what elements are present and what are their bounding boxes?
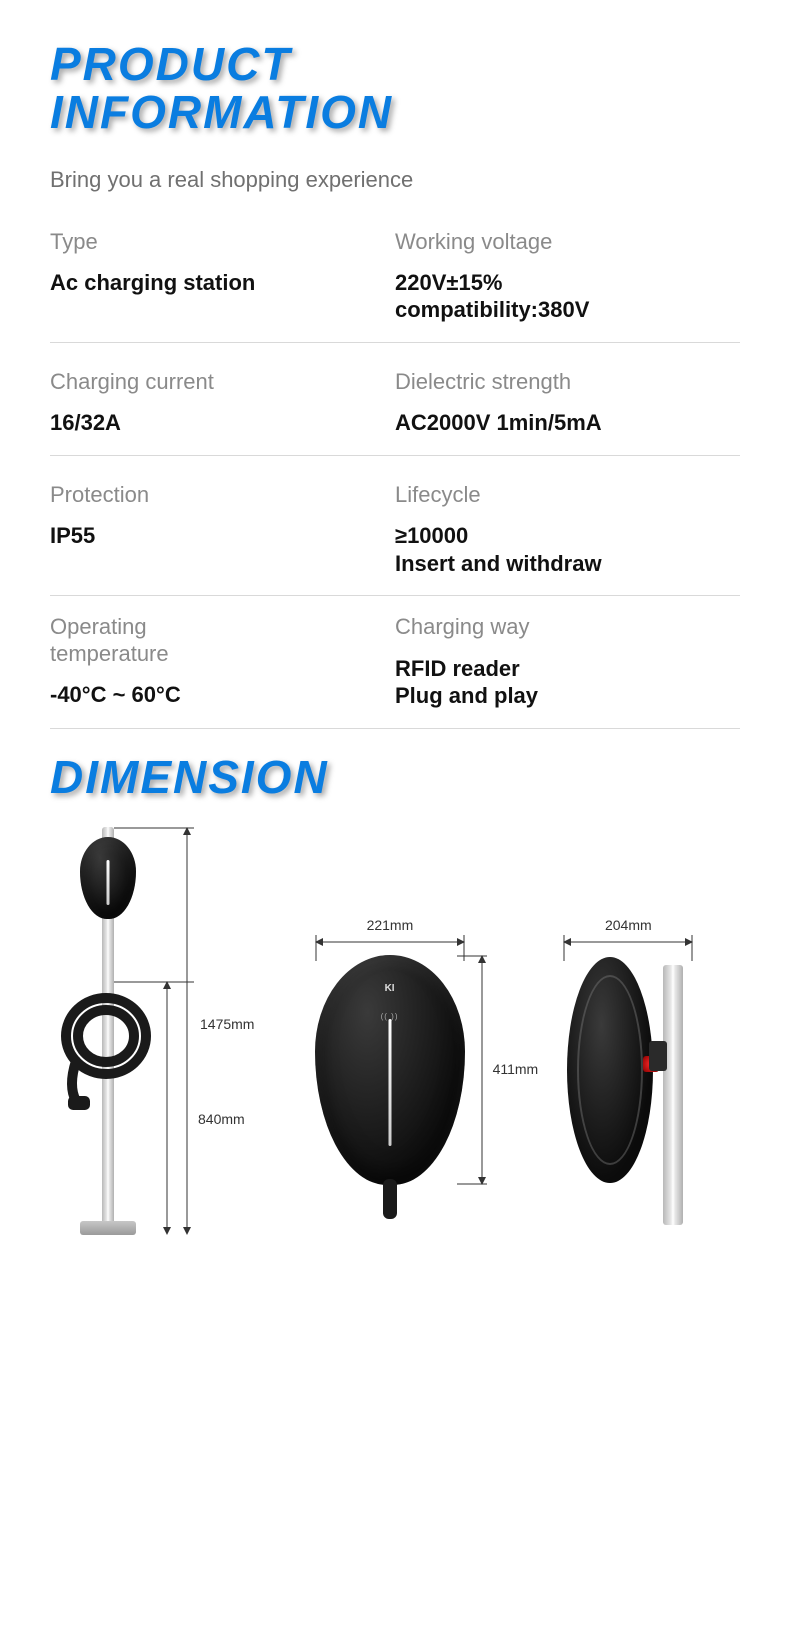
dimension-arrow-icon	[315, 935, 465, 949]
dimension-arrow-icon	[563, 935, 693, 949]
dim-label-side-width: 204mm	[605, 917, 652, 933]
dimension-view-side: 204mm	[553, 921, 740, 1251]
spec-value: 220V±15% compatibility:380V	[395, 269, 730, 324]
product-info-heading: PRODUCT INFORMATION	[50, 40, 740, 137]
spec-label: Dielectric strength	[395, 369, 730, 395]
spec-row: Type Ac charging station Working voltage…	[50, 211, 740, 343]
charger-front-icon: KI (( ))	[315, 955, 465, 1185]
spec-label: Protection	[50, 482, 385, 508]
bracket-icon	[649, 1041, 667, 1071]
subtitle: Bring you a real shopping experience	[50, 167, 740, 193]
dimension-arrow-icon	[180, 827, 194, 1235]
pole-icon	[663, 965, 683, 1225]
spec-value: 16/32A	[50, 409, 385, 437]
spec-label: Operating temperature	[50, 614, 385, 667]
dimension-view-pole: 1475mm 840mm	[50, 821, 267, 1251]
spec-value: -40°C ~ 60°C	[50, 681, 385, 709]
spec-row: Operating temperature -40°C ~ 60°C Charg…	[50, 596, 740, 728]
spec-value: ≥10000 Insert and withdraw	[395, 522, 730, 577]
tick-icon	[457, 955, 487, 957]
tick-icon	[691, 935, 693, 961]
spec-label: Working voltage	[395, 229, 730, 255]
dimension-diagrams: 1475mm 840mm 221mm KI (( ))	[50, 821, 740, 1251]
spec-cell: Working voltage 220V±15% compatibility:3…	[395, 229, 740, 324]
tick-icon	[563, 935, 565, 961]
spec-cell: Charging way RFID reader Plug and play	[395, 614, 740, 709]
dim-label-front-width: 221mm	[367, 917, 414, 933]
spec-row: Charging current 16/32A Dielectric stren…	[50, 343, 740, 456]
spec-label: Lifecycle	[395, 482, 730, 508]
dim-label-front-height: 411mm	[493, 1061, 539, 1077]
spec-label: Type	[50, 229, 385, 255]
dimension-view-front: 221mm KI (( )) 411mm	[297, 921, 523, 1251]
charger-head-icon	[80, 837, 136, 919]
cable-stub-icon	[383, 1179, 397, 1219]
spec-cell: Protection IP55	[50, 482, 395, 577]
spec-value: IP55	[50, 522, 385, 550]
cable-icon	[58, 981, 158, 1111]
tick-icon	[457, 1183, 487, 1185]
tick-icon	[114, 981, 194, 983]
tick-icon	[315, 935, 317, 961]
spec-cell: Dielectric strength AC2000V 1min/5mA	[395, 369, 740, 437]
spec-value: RFID reader Plug and play	[395, 655, 730, 710]
charger-side-icon	[567, 957, 653, 1183]
spec-cell: Charging current 16/32A	[50, 369, 395, 437]
dimension-heading: DIMENSION	[50, 753, 740, 801]
heading-line2: INFORMATION	[50, 88, 740, 136]
spec-value: AC2000V 1min/5mA	[395, 409, 730, 437]
spec-cell: Operating temperature -40°C ~ 60°C	[50, 614, 395, 709]
spec-table: Type Ac charging station Working voltage…	[50, 211, 740, 729]
tick-icon	[114, 827, 194, 829]
dim-label-full-height: 1475mm	[200, 1016, 254, 1032]
baseplate-icon	[80, 1221, 136, 1235]
spec-label: Charging way	[395, 614, 730, 640]
spec-label: Charging current	[50, 369, 385, 395]
tick-icon	[463, 935, 465, 961]
dimension-arrow-icon	[475, 955, 489, 1185]
spec-cell: Lifecycle ≥10000 Insert and withdraw	[395, 482, 740, 577]
dim-label-lower-height: 840mm	[198, 1111, 245, 1127]
dimension-arrow-icon	[160, 981, 174, 1235]
spec-row: Protection IP55 Lifecycle ≥10000 Insert …	[50, 456, 740, 596]
spec-cell: Type Ac charging station	[50, 229, 395, 324]
heading-line1: PRODUCT	[50, 40, 740, 88]
spec-value: Ac charging station	[50, 269, 385, 297]
